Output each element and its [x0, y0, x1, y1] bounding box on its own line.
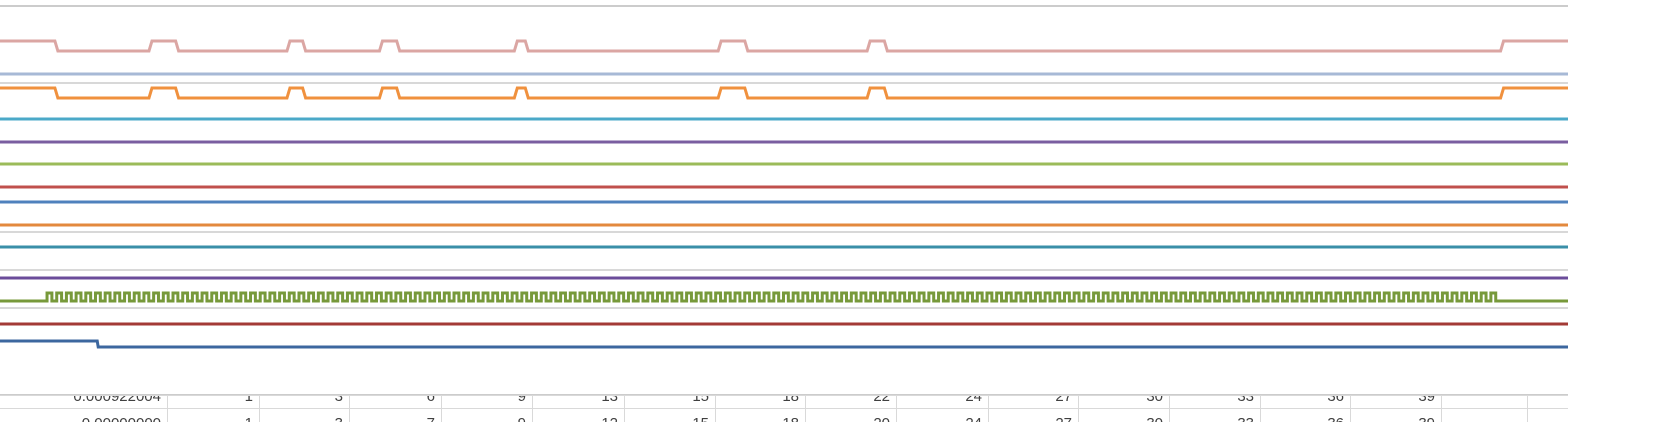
sheet-cell[interactable]: 39 [1351, 396, 1442, 409]
sheet-cell[interactable]: 33 [1170, 409, 1261, 422]
sheet-cell[interactable]: 20 [806, 409, 897, 422]
series-line-3 [0, 86, 1568, 100]
series-line-14 [0, 339, 1568, 349]
sheet-cell[interactable]: 1 [168, 409, 260, 422]
sheet-cell[interactable]: 3 [260, 409, 350, 422]
sheet-row-partial: 0.000922004 1 3 6 9 13 15 18 22 24 27 30 33 36 39 [0, 395, 1608, 409]
sheet-cell[interactable]: 24 [897, 396, 989, 409]
sheet-cell[interactable]: 6 [350, 396, 442, 409]
sheet-cell[interactable]: 15 [625, 396, 716, 409]
sheet-cell[interactable]: 0.00000000 [0, 409, 168, 422]
sheet-cell[interactable]: 36 [1261, 396, 1351, 409]
sheet-cell[interactable]: 33 [1170, 396, 1261, 409]
sheet-cell[interactable]: 7 [350, 409, 442, 422]
sheet-cell[interactable]: 18 [716, 396, 806, 409]
sheet-cell[interactable]: 27 [989, 396, 1079, 409]
sheet-cell[interactable]: 27 [989, 409, 1079, 422]
timing-chart [0, 5, 1568, 395]
sheet-cell[interactable]: 18 [716, 409, 806, 422]
sheet-cell[interactable]: 1 [168, 396, 260, 409]
sheet-cell[interactable]: 9 [442, 409, 533, 422]
sheet-cell[interactable]: 39 [1351, 409, 1442, 422]
sheet-cell[interactable]: 30 [1079, 396, 1170, 409]
sheet-cell[interactable]: 36 [1261, 409, 1351, 422]
sheet-cell[interactable]: 24 [897, 409, 989, 422]
sheet-cell[interactable]: 13 [533, 396, 625, 409]
sheet-cell[interactable]: 9 [442, 396, 533, 409]
sheet-cell[interactable]: 30 [1079, 409, 1170, 422]
sheet-cell[interactable]: 22 [806, 396, 897, 409]
sheet-cell[interactable]: 0.000922004 [0, 396, 168, 409]
sheet-cell[interactable] [1442, 409, 1528, 422]
sheet-cell[interactable]: 12 [533, 409, 625, 422]
series-line-12 [0, 291, 1568, 303]
series-line-1 [0, 39, 1568, 53]
sheet-cell[interactable]: 15 [625, 409, 716, 422]
chart-plot [0, 5, 1568, 395]
right-gutter [1568, 0, 1653, 438]
sheet-row: 0.00000000137912151820242730333639 [0, 408, 1608, 422]
sheet-cell[interactable] [1442, 396, 1528, 409]
sheet-cell[interactable]: 3 [260, 396, 350, 409]
